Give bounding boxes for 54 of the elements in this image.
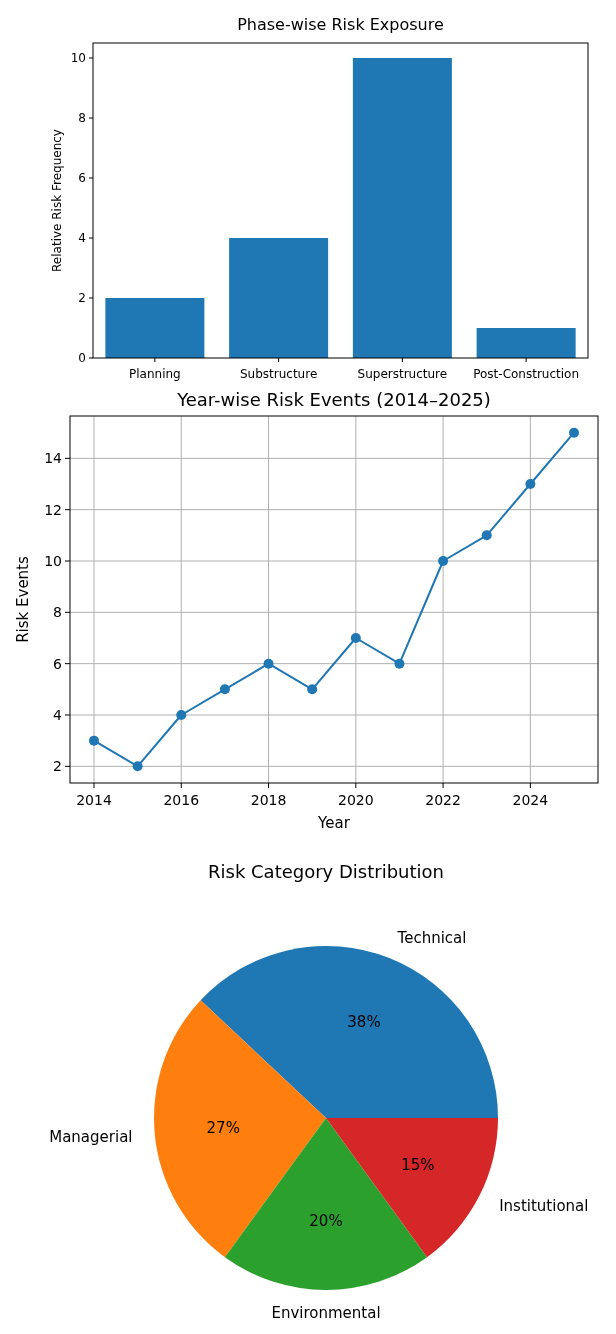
y-tick-label: 4 [53,706,63,723]
bar [229,238,329,358]
y-tick-label: 10 [70,51,86,66]
chart-title: Risk Category Distribution [208,861,444,882]
bar [476,328,576,358]
slice-label: Environmental [271,1303,381,1322]
y-tick-label: 14 [44,450,63,467]
slice-label: Managerial [49,1127,133,1146]
y-tick-label: 0 [78,351,86,366]
y-tick-label: 12 [44,501,62,518]
x-tick-label: 2016 [163,792,200,808]
point [350,633,361,643]
x-tick-label: 2024 [512,792,549,808]
x-axis-title: Year [317,814,351,832]
point [569,427,579,438]
x-tick-label: Planning [129,367,181,381]
bar [105,298,205,358]
y-tick-label: 6 [53,655,63,672]
chart-title: Year-wise Risk Events (2014–2025) [176,389,491,410]
pie-slice [200,946,498,1118]
point [263,658,274,669]
y-tick-label: 2 [78,291,86,306]
slice-label: Technical [396,928,467,947]
point [132,761,143,772]
point [525,479,536,490]
x-tick-label: 2014 [76,792,112,808]
x-tick-label: 2018 [250,792,287,808]
x-tick-label: Superstructure [357,367,448,381]
data-label: 20% [309,1212,343,1231]
point [481,530,492,541]
point [176,709,187,720]
y-axis-title: Risk Events [14,556,32,643]
x-tick-label: 2022 [425,792,461,808]
y-tick-label: 2 [53,758,62,775]
x-tick-label: Post-Construction [473,367,580,381]
y-tick-label: 4 [78,231,86,246]
x-tick-label: 2020 [338,792,374,808]
data-label: 27% [206,1118,240,1137]
chart-title: Phase-wise Risk Exposure [237,15,444,34]
point [89,735,99,746]
point [219,684,230,695]
point [394,658,405,669]
y-tick-label: 8 [78,111,86,126]
data-label: 38% [347,1013,381,1032]
y-tick-label: 6 [78,171,86,186]
data-label: 15% [401,1156,435,1175]
slice-label: Institutional [499,1197,589,1216]
y-axis-title: Relative Risk Frequency [50,129,64,272]
point [438,556,449,566]
y-tick-label: 10 [44,552,62,569]
point [307,684,318,695]
x-tick-label: Substructure [239,367,318,381]
bar [352,58,452,358]
y-tick-label: 8 [53,604,62,621]
